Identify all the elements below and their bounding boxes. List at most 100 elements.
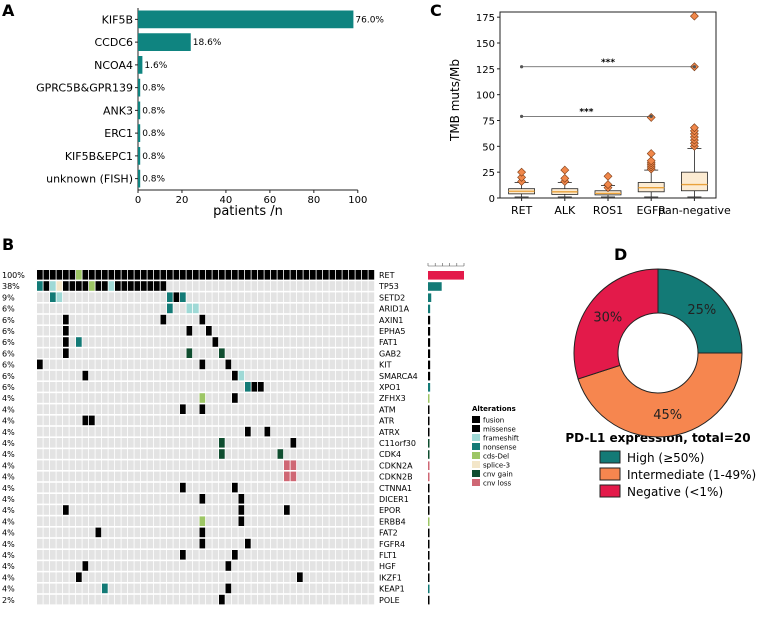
cell-27-8	[89, 572, 95, 582]
cell-24-50	[362, 538, 368, 549]
cell-21-1	[43, 505, 50, 515]
cell-10-13	[121, 382, 128, 392]
cell-26-8	[89, 561, 95, 571]
row-bar-5	[428, 327, 431, 336]
cell-1-25	[199, 281, 206, 291]
cell-27-20	[167, 572, 173, 582]
cell-1-3	[56, 281, 63, 291]
cell-3-9	[95, 303, 102, 314]
cell-23-6	[76, 527, 82, 538]
cell-12-6	[76, 404, 82, 414]
cell-18-33	[251, 471, 258, 482]
cell-15-15	[134, 438, 141, 448]
cell-15-7	[82, 438, 89, 448]
cell-14-17	[147, 426, 154, 437]
cell-7-21	[173, 348, 180, 358]
cell-19-44	[323, 482, 329, 493]
cell-15-30	[232, 438, 238, 448]
cell-10-15	[134, 382, 141, 392]
cell-18-13	[121, 471, 128, 482]
cell-14-44	[323, 426, 329, 437]
cell-9-26	[206, 370, 212, 381]
cell-24-4	[63, 538, 69, 549]
cell-17-22	[180, 460, 186, 470]
cell-5-24	[193, 326, 199, 336]
cell-26-39	[290, 561, 297, 571]
cell-3-11	[108, 303, 115, 314]
cell-4-30	[232, 314, 238, 325]
cell-6-9	[95, 337, 102, 347]
gene-name-20: DICER1	[379, 495, 409, 504]
cell-13-50	[362, 415, 368, 426]
row-bar-29	[428, 595, 430, 605]
cell-23-9	[95, 527, 102, 538]
cell-5-25	[199, 326, 206, 336]
cell-10-23	[186, 382, 193, 392]
cell-7-34	[258, 348, 264, 358]
cell-27-18	[154, 572, 160, 582]
cell-26-44	[323, 561, 329, 571]
cell-18-48	[349, 471, 355, 482]
cell-18-42	[310, 471, 316, 482]
cell-12-5	[69, 404, 76, 414]
cell-6-44	[323, 337, 329, 347]
cell-28-18	[154, 583, 160, 594]
cell-19-39	[290, 482, 297, 493]
cell-12-13	[121, 404, 128, 414]
cell-24-15	[134, 538, 141, 549]
cell-15-0	[37, 438, 43, 448]
cell-0-6	[76, 270, 82, 280]
cell-15-32	[245, 438, 251, 448]
cell-3-4	[63, 303, 69, 314]
cell-21-51	[368, 505, 375, 515]
cell-28-43	[316, 583, 323, 594]
cell-5-3	[56, 326, 63, 336]
cell-16-16	[141, 449, 147, 459]
cell-5-4	[63, 326, 69, 336]
cell-4-50	[362, 314, 368, 325]
cell-19-35	[264, 482, 271, 493]
cell-2-3	[56, 292, 63, 302]
data-label-5: 0.8%	[142, 129, 165, 139]
cell-9-42	[310, 370, 316, 381]
cell-6-36	[271, 337, 277, 347]
cell-19-34	[258, 482, 264, 493]
cell-6-7	[82, 337, 89, 347]
cell-18-35	[264, 471, 271, 482]
cell-16-43	[316, 449, 323, 459]
cell-8-5	[69, 359, 76, 370]
cell-16-47	[342, 449, 349, 459]
cell-12-4	[63, 404, 69, 414]
cell-14-33	[251, 426, 258, 437]
gene-name-7: GAB2	[379, 349, 401, 358]
cell-22-37	[277, 516, 284, 526]
cell-11-10	[102, 393, 108, 403]
cell-8-31	[238, 359, 245, 370]
cell-26-31	[238, 561, 245, 571]
cell-9-49	[355, 370, 362, 381]
cell-19-30	[232, 482, 238, 493]
cell-28-31	[238, 583, 245, 594]
pdl1-legend-label-2: Negative (<1%)	[627, 485, 723, 499]
cell-24-27	[212, 538, 219, 549]
cell-25-46	[336, 550, 342, 560]
cell-5-6	[76, 326, 82, 336]
cell-11-47	[342, 393, 349, 403]
cell-17-50	[362, 460, 368, 470]
cell-28-49	[355, 583, 362, 594]
cell-21-49	[355, 505, 362, 515]
cell-4-36	[271, 314, 277, 325]
row-bar-18	[428, 472, 430, 482]
cell-0-1	[43, 270, 50, 280]
cell-12-30	[232, 404, 238, 414]
cell-8-9	[95, 359, 102, 370]
cell-23-45	[329, 527, 336, 538]
pdl1-legend-label-1: Intermediate (1-49%)	[627, 468, 756, 482]
cell-16-19	[160, 449, 167, 459]
cell-9-14	[128, 370, 134, 381]
cell-27-34	[258, 572, 264, 582]
cell-9-38	[284, 370, 290, 381]
cell-14-8	[89, 426, 95, 437]
cell-25-2	[50, 550, 56, 560]
cell-8-32	[245, 359, 251, 370]
